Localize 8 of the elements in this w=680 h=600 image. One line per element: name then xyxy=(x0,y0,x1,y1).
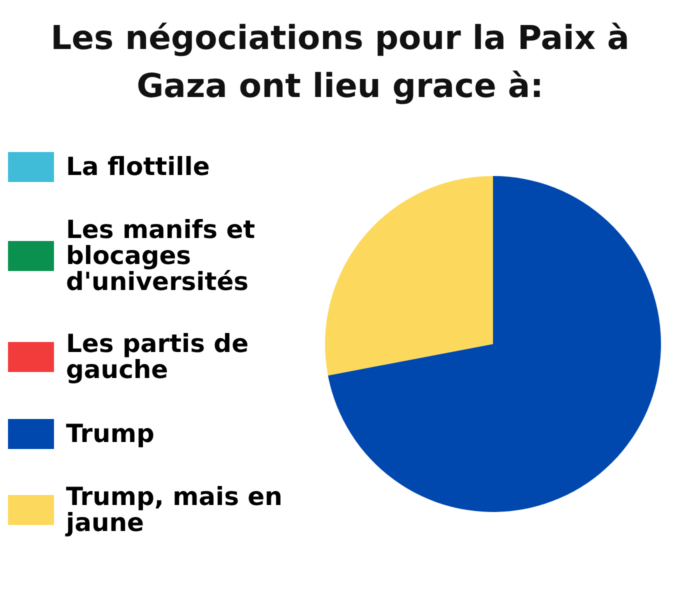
legend-label: Trump, mais en jaune xyxy=(66,482,284,538)
legend-label: Les manifs et blocages d'universités xyxy=(66,215,256,296)
pie-slice xyxy=(325,176,493,376)
legend-label: La flottille xyxy=(66,152,210,181)
legend-label: Trump xyxy=(66,418,154,448)
legend-label: Les partis de gauche xyxy=(66,328,250,384)
chart-title: Les négociations pour la Paix à Gaza ont lieu grace à: xyxy=(50,17,630,107)
pie-slice xyxy=(328,176,661,512)
